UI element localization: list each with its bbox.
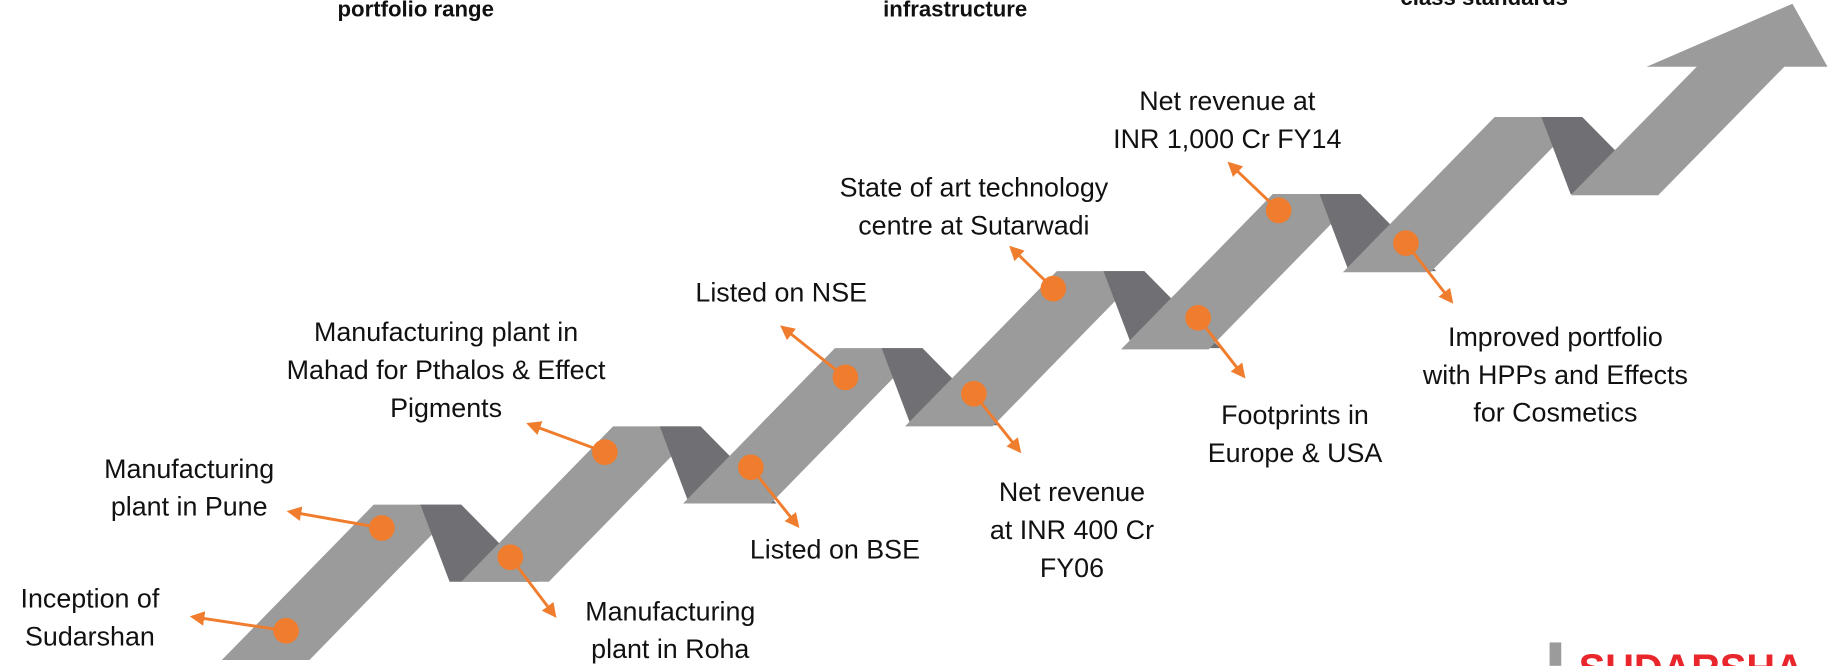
milestone-label: Manufacturing plant in [314, 317, 578, 347]
milestone-label: Improved portfolio [1448, 322, 1663, 352]
milestone-label: Manufacturing [104, 454, 274, 484]
milestone-label: for Cosmetics [1473, 398, 1637, 428]
milestone-label: State of art technology [840, 172, 1109, 202]
milestone-label: plant in Pune [111, 492, 268, 522]
milestone-label: Europe & USA [1208, 438, 1383, 468]
milestone-label: Net revenue at [1139, 86, 1316, 116]
logo-bar [1549, 642, 1562, 666]
milestone-dot [1040, 275, 1067, 302]
milestone-dot [1185, 304, 1211, 331]
milestone-label: Net revenue [999, 477, 1145, 507]
ribbon-rise [461, 426, 701, 582]
ribbon-rise [683, 348, 923, 504]
milestone-dot [1265, 197, 1292, 224]
milestone-dot [273, 617, 299, 644]
milestone-markers: Inception of Sudarshan Manufacturing plant … [21, 86, 1688, 664]
ribbon-rise [1342, 116, 1583, 273]
milestone-label: Inception of [21, 583, 160, 613]
milestone-label: Sudarshan [25, 621, 155, 651]
milestone-label: Mahad for Pthalos & Effect [287, 355, 606, 385]
ribbon-rise [221, 504, 462, 660]
top-caption: class standards [1400, 0, 1568, 10]
milestone-label: FY06 [1040, 553, 1104, 583]
milestone-label: plant in Roha [591, 634, 749, 664]
top-caption: infrastructure [883, 0, 1027, 22]
pointer-arrow [189, 611, 287, 633]
milestone-label: Footprints in [1221, 400, 1369, 430]
pointer-arrow [286, 506, 383, 530]
top-caption: portfolio range [337, 0, 493, 22]
ribbon-rise [904, 271, 1145, 427]
milestone-label: Manufacturing [585, 596, 755, 626]
milestone-dot [497, 544, 524, 571]
milestone-dot [369, 515, 395, 541]
milestone-label: Listed on BSE [750, 534, 920, 564]
milestone-dot [738, 454, 764, 481]
ribbon-rise [1121, 194, 1361, 350]
arrow-shaft [1570, 64, 1787, 196]
milestone-label: centre at Sutarwadi [858, 210, 1089, 240]
milestone-dot [961, 380, 987, 407]
milestone-dot [1393, 230, 1419, 256]
milestone-label: INR 1,000 Cr FY14 [1113, 124, 1341, 154]
pointer-arrow [780, 325, 847, 379]
milestone-dot [592, 439, 618, 465]
milestone-label: with HPPs and Effects [1422, 360, 1688, 390]
milestone-dot [832, 364, 859, 391]
logo: SUDARSHA [1579, 647, 1804, 666]
arrow-head [1646, 3, 1828, 67]
milestone-label: Listed on NSE [695, 277, 867, 307]
milestone-label: at INR 400 Cr [990, 515, 1154, 545]
pointer-arrow [526, 421, 606, 454]
milestone-label: Pigments [390, 393, 502, 423]
